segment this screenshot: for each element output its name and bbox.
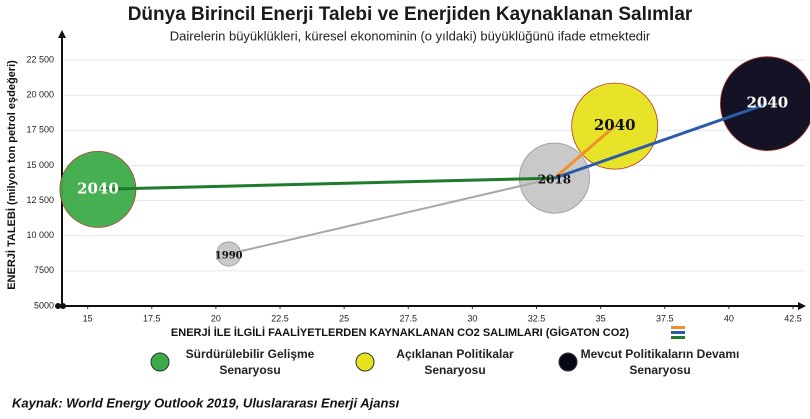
legend-line: Sürdürülebilir Gelişme: [186, 347, 315, 361]
y-tick-label: 10 000: [26, 230, 54, 240]
source: Kaynak: World Energy Outlook 2019, Ulusl…: [12, 395, 400, 410]
bubble-label: 1990: [215, 251, 243, 262]
x-tick-label: 40: [724, 313, 734, 323]
x-tick-label: 17.5: [143, 313, 161, 323]
legend-line: Mevcut Politikaların Devamı: [581, 347, 740, 361]
y-axis-label: ENERJİ TALEBİ (milyon ton petrol eşdeğer…: [5, 60, 18, 290]
x-tick-label: 15: [83, 313, 93, 323]
bubble-label: 2018: [538, 173, 571, 187]
y-tick-label: 22 500: [26, 54, 54, 64]
x-tick-label: 20: [211, 313, 221, 323]
x-tick-label: 27.5: [399, 313, 417, 323]
bubble-label: 2040: [77, 179, 119, 197]
y-tick-label: 7500: [34, 265, 54, 275]
y-axis-arrow: [58, 30, 66, 38]
scenario-line: [553, 124, 616, 180]
x-tick-label: 35: [596, 313, 606, 323]
legend-label: Sürdürülebilir Gelişme Senaryosu: [186, 347, 315, 377]
y-tick-label: 20 000: [26, 90, 54, 100]
x-tick-label: 32.5: [528, 313, 546, 323]
legend-swatch: [558, 352, 578, 372]
legend-swatch: [355, 352, 375, 372]
legend-line: Açıklanan Politikalar: [396, 347, 514, 361]
legend-label: Mevcut Politikaların Devamı Senaryosu: [581, 347, 740, 377]
scenario-line: [97, 176, 555, 191]
x-axis-label: ENERJİ İLE İLGİLİ FAALİYETLERDEN KAYNAKL…: [171, 326, 629, 339]
history-line: [228, 177, 555, 255]
legend-swatch: [150, 352, 170, 372]
x-tick-label: 37.5: [656, 313, 674, 323]
chart-title: Dünya Birincil Enerji Talebi ve Enerjide…: [128, 4, 693, 25]
legend-label: Açıklanan Politikalar Senaryosu: [396, 347, 514, 377]
bubble-label: 2040: [594, 116, 636, 134]
x-axis-arrow: [798, 302, 806, 310]
origin-dot: [60, 303, 66, 309]
y-tick-label: 5000: [34, 300, 54, 310]
legend-line: Senaryosu: [629, 363, 690, 377]
scenario-line: [553, 102, 768, 180]
origin-dot: [55, 303, 61, 309]
x-tick-label: 22.5: [271, 313, 289, 323]
x-tick-label: 42.5: [784, 313, 802, 323]
y-tick-label: 12 500: [26, 195, 54, 205]
y-tick-label: 17 500: [26, 125, 54, 135]
legend-line: Senaryosu: [219, 363, 280, 377]
x-tick-label: 30: [467, 313, 477, 323]
legend-line: Senaryosu: [424, 363, 485, 377]
co2-icon: [671, 326, 685, 339]
chart-subtitle: Dairelerin büyüklükleri, küresel ekonomi…: [170, 28, 651, 43]
y-tick-label: 15 000: [26, 160, 54, 170]
bubble-label: 2040: [746, 94, 788, 112]
x-tick-label: 25: [339, 313, 349, 323]
